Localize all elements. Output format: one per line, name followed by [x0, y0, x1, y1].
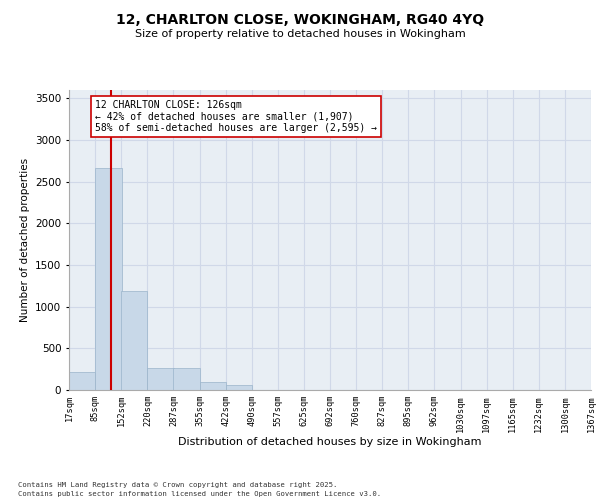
Bar: [95, 168, 122, 390]
Bar: [69, 372, 95, 390]
Text: Contains HM Land Registry data © Crown copyright and database right 2025.: Contains HM Land Registry data © Crown c…: [18, 482, 337, 488]
Y-axis label: Number of detached properties: Number of detached properties: [20, 158, 29, 322]
X-axis label: Distribution of detached houses by size in Wokingham: Distribution of detached houses by size …: [178, 437, 482, 447]
Text: 12 CHARLTON CLOSE: 126sqm
← 42% of detached houses are smaller (1,907)
58% of se: 12 CHARLTON CLOSE: 126sqm ← 42% of detac…: [95, 100, 377, 133]
Bar: [121, 291, 148, 390]
Text: Size of property relative to detached houses in Wokingham: Size of property relative to detached ho…: [134, 29, 466, 39]
Text: Contains public sector information licensed under the Open Government Licence v3: Contains public sector information licen…: [18, 491, 381, 497]
Bar: [173, 368, 200, 390]
Bar: [148, 368, 174, 390]
Bar: [200, 382, 226, 390]
Bar: [226, 385, 252, 390]
Text: 12, CHARLTON CLOSE, WOKINGHAM, RG40 4YQ: 12, CHARLTON CLOSE, WOKINGHAM, RG40 4YQ: [116, 12, 484, 26]
